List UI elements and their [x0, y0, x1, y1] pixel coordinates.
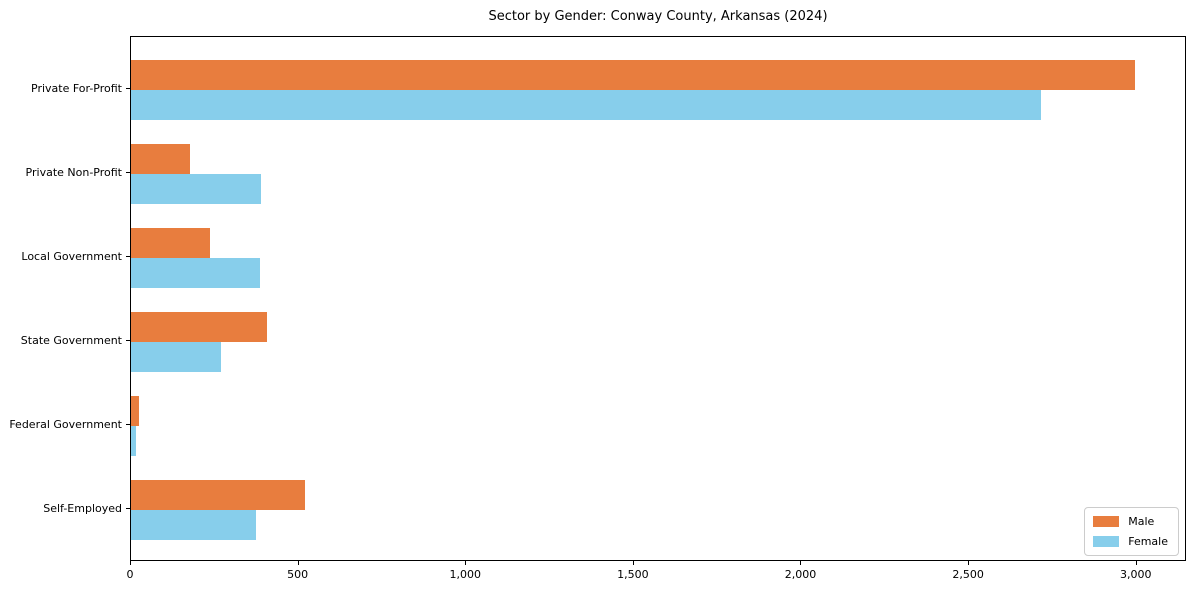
legend-swatch-male: [1093, 516, 1120, 527]
y-tick-mark: [126, 256, 130, 258]
bar-male-private-non-profit: [131, 143, 190, 174]
bar-female-private-for-profit: [131, 89, 1042, 120]
x-tick-mark: [968, 561, 970, 565]
y-tick-mark: [126, 88, 130, 90]
legend: Male Female: [1084, 507, 1179, 556]
legend-swatch-female: [1093, 536, 1120, 547]
x-tick-mark: [1135, 561, 1137, 565]
bar-female-self-employed: [131, 509, 257, 540]
legend-label-female: Female: [1128, 535, 1168, 548]
y-tick-mark: [126, 172, 130, 174]
y-tick-mark: [126, 508, 130, 510]
bar-female-local-government: [131, 257, 260, 288]
y-tick-label-self-employed: Self-Employed: [43, 502, 122, 516]
x-tick-mark: [800, 561, 802, 565]
x-tick-label-0: 0: [126, 568, 134, 581]
y-tick-label-private-for-profit: Private For-Profit: [31, 82, 122, 96]
x-tick-mark: [130, 561, 131, 565]
x-tick-mark: [465, 561, 467, 565]
plot-area: Male Female: [130, 36, 1186, 561]
bar-male-state-government: [131, 311, 267, 342]
y-tick-label-federal-government: Federal Government: [9, 418, 122, 432]
x-tick-label-1500: 1,500: [617, 568, 649, 581]
bar-female-state-government: [131, 341, 222, 372]
y-tick-mark: [126, 340, 130, 342]
x-tick-mark: [632, 561, 634, 565]
x-tick-label-1000: 1,000: [449, 568, 481, 581]
bar-male-local-government: [131, 227, 210, 258]
legend-entry-male: Male: [1093, 515, 1168, 528]
bar-male-private-for-profit: [131, 59, 1135, 90]
bar-female-federal-government: [131, 425, 137, 456]
legend-entry-female: Female: [1093, 535, 1168, 548]
y-tick-label-private-non-profit: Private Non-Profit: [25, 166, 122, 180]
bars-layer: [131, 37, 1185, 560]
legend-label-male: Male: [1128, 515, 1155, 528]
x-tick-label-2000: 2,000: [784, 568, 817, 581]
x-tick-label-3000: 3,000: [1119, 568, 1152, 581]
y-tick-label-local-government: Local Government: [21, 250, 122, 264]
bar-female-private-non-profit: [131, 173, 262, 204]
y-tick-mark: [126, 424, 130, 426]
x-tick-label-2500: 2,500: [952, 568, 984, 581]
x-tick-mark: [297, 561, 299, 565]
bar-male-federal-government: [131, 395, 140, 426]
x-tick-label-500: 500: [287, 568, 309, 581]
bar-male-self-employed: [131, 479, 305, 510]
chart-title: Sector by Gender: Conway County, Arkansa…: [488, 9, 828, 24]
y-tick-label-state-government: State Government: [20, 334, 122, 348]
